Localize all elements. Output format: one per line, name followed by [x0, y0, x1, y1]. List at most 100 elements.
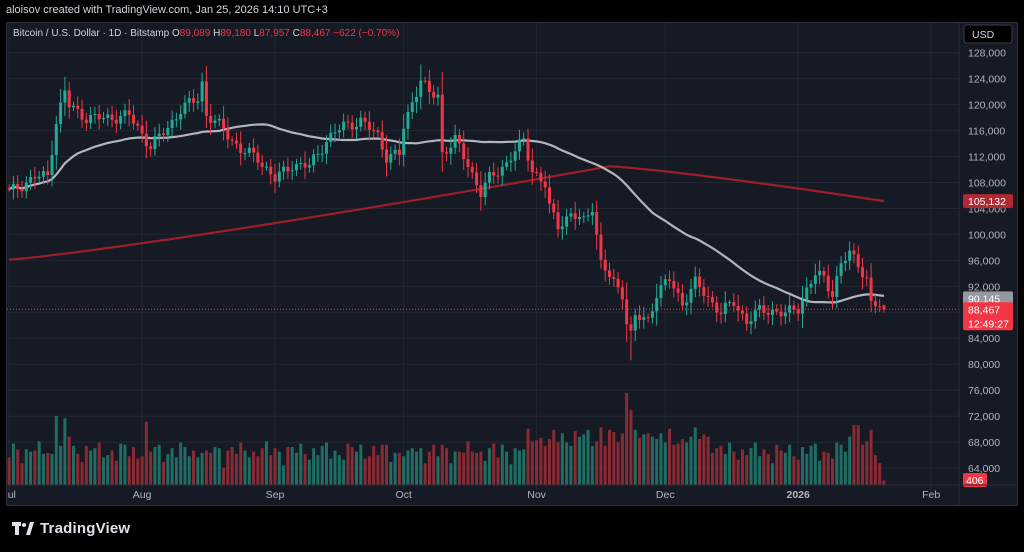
x-tick-label: Dec [656, 489, 675, 501]
candle-body [260, 162, 264, 167]
candle [590, 202, 594, 226]
candle [136, 120, 140, 131]
candle [492, 162, 496, 184]
candle [59, 88, 63, 133]
candle-body [530, 160, 534, 172]
candle-body [663, 279, 667, 286]
candle [252, 138, 256, 163]
candle-body [303, 162, 307, 168]
tradingview-brand[interactable]: TradingView [12, 520, 130, 537]
y-tick-label: 76,000 [968, 385, 1000, 397]
candle [685, 294, 689, 316]
candle-body [127, 110, 131, 115]
time-axis[interactable]: Jul Aug Sep Oct Nov Dec 2026 Feb [2, 489, 940, 501]
volume-bar [878, 463, 882, 485]
chart-panel[interactable]: 128,000 124,000 120,000 116,000 112,000 108,0… [2, 22, 1018, 506]
candle-body [582, 216, 586, 218]
candle [269, 158, 273, 185]
candle [865, 269, 869, 286]
candle [830, 279, 834, 309]
candle [496, 167, 500, 184]
candle-body [264, 166, 268, 168]
volume-bar [723, 453, 727, 485]
candle-body [209, 115, 213, 124]
volume-bar [620, 433, 624, 485]
price-chart[interactable]: 128,000 124,000 120,000 116,000 112,000 108,0… [2, 23, 1017, 505]
volume-bar [222, 467, 226, 485]
candle-body [342, 121, 346, 131]
candle [603, 249, 607, 282]
currency-button[interactable]: USD [963, 24, 1013, 44]
volume-bar [376, 455, 380, 485]
candle-body [878, 306, 882, 308]
y-tick-label: 80,000 [968, 359, 1000, 371]
volume-bar [487, 448, 491, 485]
candle-body [346, 121, 350, 123]
volume-bar [873, 455, 877, 485]
candle-body [110, 114, 114, 120]
candle-body [290, 170, 294, 172]
candle-body [192, 98, 196, 103]
gridlines [7, 23, 959, 489]
volume-bar [719, 445, 723, 485]
volume-bar [264, 441, 268, 485]
candle-body [410, 102, 414, 112]
candle-body [547, 187, 551, 204]
credit-text: aloisov created with TradingView.com, Ja… [6, 4, 328, 16]
volume-bar [702, 434, 706, 485]
volume-bar [354, 451, 358, 485]
candle [20, 180, 24, 199]
candle-body [33, 177, 37, 179]
volume-bar [385, 444, 389, 485]
candle [11, 175, 15, 200]
volume-bar [41, 453, 45, 485]
brand-name: TradingView [40, 520, 131, 537]
candle [33, 167, 37, 189]
candle [693, 266, 697, 298]
candle-body [753, 310, 757, 322]
candle-body [67, 90, 71, 108]
volume-bar [818, 460, 822, 485]
candle-body [573, 213, 577, 219]
y-tick-label: 112,000 [968, 152, 1005, 164]
volume-bar [286, 447, 290, 485]
candle [213, 114, 217, 129]
candle [282, 160, 286, 180]
candle [239, 131, 243, 166]
chart-background [7, 23, 1017, 505]
low-key: L [254, 28, 260, 39]
candle-body [470, 166, 474, 173]
candle-body [419, 80, 423, 97]
candle [264, 161, 268, 171]
volume-bar [247, 457, 251, 485]
candle-body [333, 132, 337, 134]
y-tick-label: 100,000 [968, 229, 1006, 241]
volume-bar [826, 452, 830, 485]
volume-bar [436, 456, 440, 485]
price-tag-value: 105,132 [968, 196, 1006, 208]
candle-body [552, 203, 556, 213]
volume-bar [217, 448, 221, 485]
candle-body [839, 263, 843, 277]
candle [389, 146, 393, 171]
volume-bar [582, 434, 586, 485]
candle-body [54, 123, 58, 155]
volume-bar [127, 456, 131, 485]
candle-body [20, 188, 24, 192]
candle [37, 170, 41, 184]
candle-body [93, 113, 97, 116]
candle [406, 104, 410, 140]
candle-body [97, 113, 101, 120]
candle-body [359, 117, 363, 127]
candle-body [728, 302, 732, 304]
volume-bar [638, 437, 642, 485]
candle [157, 123, 161, 147]
candle-body [612, 276, 616, 279]
candle-body [783, 312, 787, 317]
candle [29, 169, 33, 190]
volume-bar [76, 453, 80, 485]
candle [402, 113, 406, 167]
volume-bar [612, 432, 616, 485]
candle-body [440, 94, 444, 153]
candle-body [693, 276, 697, 289]
